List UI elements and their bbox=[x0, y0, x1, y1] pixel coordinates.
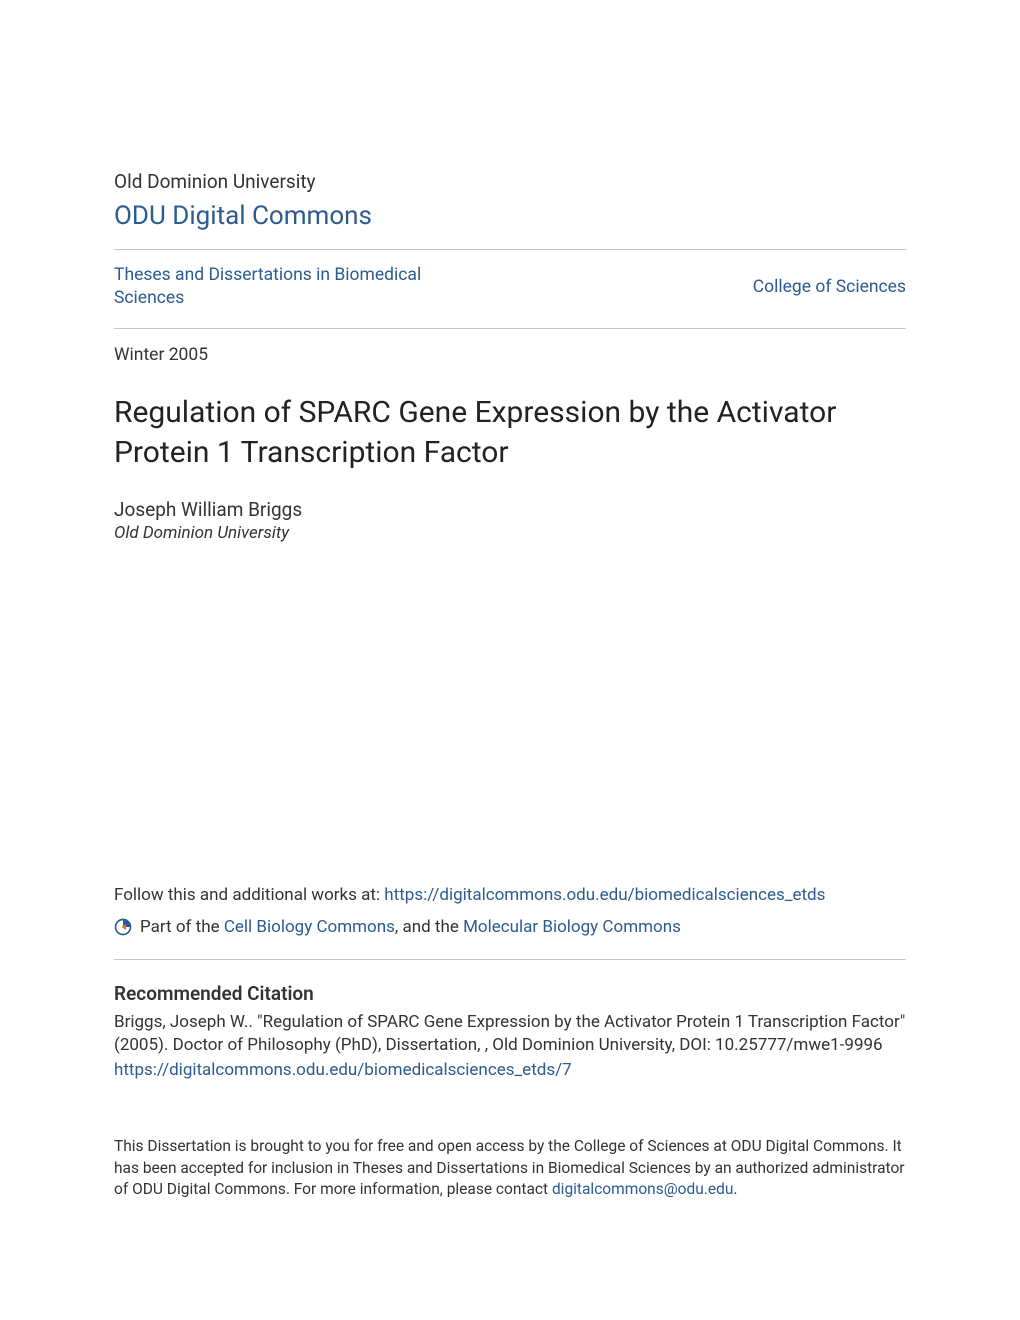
vertical-spacer bbox=[114, 543, 906, 885]
commons-link-2[interactable]: Molecular Biology Commons bbox=[463, 917, 681, 937]
repository-link[interactable]: ODU Digital Commons bbox=[114, 201, 372, 231]
college-link[interactable]: College of Sciences bbox=[753, 277, 906, 297]
author-affiliation: Old Dominion University bbox=[114, 523, 906, 543]
meta-row: Theses and Dissertations in Biomedical S… bbox=[114, 264, 906, 310]
footer-before: This Dissertation is brought to you for … bbox=[114, 1137, 905, 1198]
part-of-prefix: Part of the bbox=[140, 917, 224, 937]
author-name: Joseph William Briggs bbox=[114, 498, 906, 521]
footer-text: This Dissertation is brought to you for … bbox=[114, 1136, 906, 1201]
divider-citation bbox=[114, 959, 906, 960]
part-of-row: Part of the Cell Biology Commons, and th… bbox=[114, 917, 906, 937]
institution-name: Old Dominion University bbox=[114, 170, 906, 193]
footer-after: . bbox=[733, 1180, 737, 1198]
network-icon bbox=[114, 918, 132, 936]
work-title: Regulation of SPARC Gene Expression by t… bbox=[114, 393, 906, 474]
citation-text: Briggs, Joseph W.. "Regulation of SPARC … bbox=[114, 1011, 906, 1059]
follow-works-line: Follow this and additional works at: htt… bbox=[114, 885, 906, 905]
part-of-text: Part of the Cell Biology Commons, and th… bbox=[140, 917, 681, 937]
collection-link[interactable]: Theses and Dissertations in Biomedical S… bbox=[114, 264, 474, 310]
follow-url-link[interactable]: https://digitalcommons.odu.edu/biomedica… bbox=[384, 885, 825, 905]
follow-label: Follow this and additional works at: bbox=[114, 885, 384, 905]
publication-date: Winter 2005 bbox=[114, 345, 906, 365]
citation-url-link[interactable]: https://digitalcommons.odu.edu/biomedica… bbox=[114, 1060, 572, 1080]
divider-top bbox=[114, 249, 906, 250]
cover-page: Old Dominion University ODU Digital Comm… bbox=[0, 0, 1020, 1241]
contact-email-link[interactable]: digitalcommons@odu.edu bbox=[552, 1180, 733, 1198]
commons-link-1[interactable]: Cell Biology Commons bbox=[224, 917, 395, 937]
divider-meta bbox=[114, 328, 906, 329]
citation-heading: Recommended Citation bbox=[114, 982, 906, 1005]
commons-joiner: , and the bbox=[395, 917, 463, 937]
